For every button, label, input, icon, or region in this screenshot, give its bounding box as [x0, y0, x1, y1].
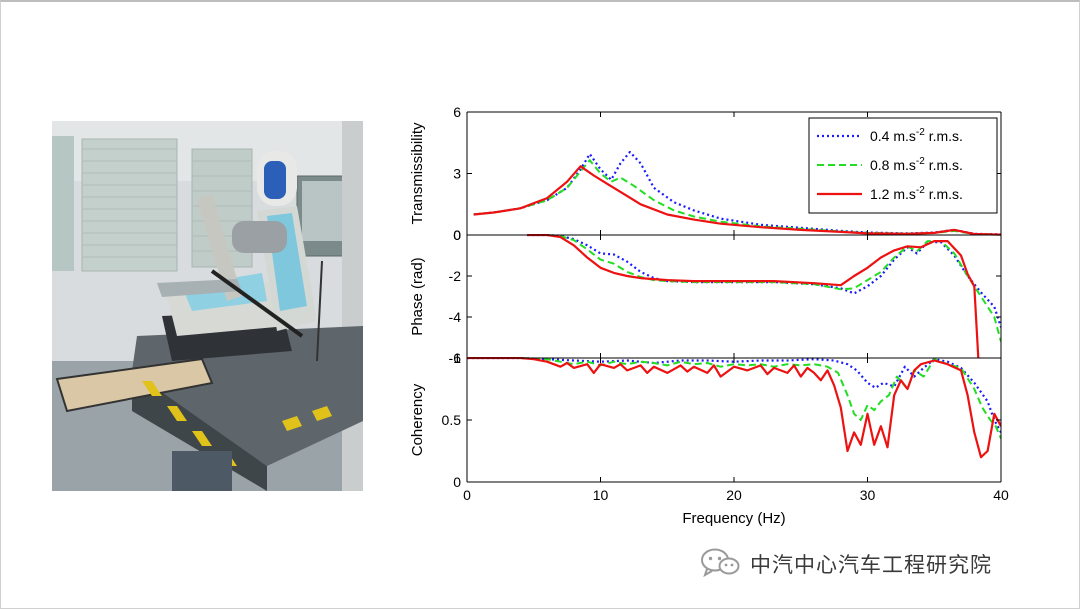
- series-line: [527, 234, 980, 359]
- series-line: [467, 357, 1001, 433]
- chart-panel: 0 3 6 Transmissibility: [409, 104, 1002, 243]
- x-tick-label: 20: [726, 487, 742, 503]
- y-tick-label: 0: [453, 474, 461, 490]
- y-tick-label: 0.5: [442, 412, 462, 428]
- y-tick-label: 0: [453, 227, 461, 243]
- y-tick-label: -6: [449, 350, 462, 366]
- y-tick-label: 1: [453, 350, 461, 366]
- watermark-text: 中汽中心汽车工程研究院: [750, 553, 992, 577]
- legend-box: [808, 117, 998, 214]
- seat-test-rig-photo: [52, 121, 363, 491]
- y-axis-title: Coherency: [409, 383, 426, 456]
- chart-panel: 0 0.5 1 Coherency: [409, 350, 1002, 490]
- y-axis-title: Transmissibility: [409, 122, 426, 224]
- legend-label: 0.8 m.s-2 r.m.s.: [870, 156, 963, 173]
- x-tick-label: 40: [993, 487, 1009, 503]
- x-axis-title: Frequency (Hz): [682, 510, 785, 527]
- series-line: [467, 357, 1001, 459]
- watermark: 中汽中心汽车工程研究院: [700, 547, 992, 581]
- x-tick-label: 10: [593, 487, 609, 503]
- legend-label: 0.4 m.s-2 r.m.s.: [870, 127, 963, 144]
- y-axis-title: Phase (rad): [409, 257, 426, 335]
- series-line: [527, 234, 1001, 328]
- y-tick-label: -2: [449, 268, 462, 284]
- series-line: [527, 234, 1001, 342]
- chart-panel: 0 -2 -4 -6 Phase (rad): [409, 227, 1002, 366]
- series-line: [467, 357, 1001, 439]
- wechat-logo-icon: [700, 547, 740, 582]
- x-tick-label: 30: [860, 487, 876, 503]
- legend-label: 1.2 m.s-2 r.m.s.: [870, 185, 963, 202]
- x-tick-label: 0: [463, 487, 471, 503]
- y-tick-label: -4: [449, 309, 462, 325]
- y-tick-label: 3: [453, 166, 461, 182]
- legend: 0.4 m.s-2 r.m.s. 0.8 m.s-2 r.m.s. 1.2 m.s-…: [808, 117, 998, 214]
- series-line: [473, 165, 1001, 236]
- y-tick-label: 0: [453, 227, 461, 243]
- frequency-response-chart: 0 3 6 Transmissibility 0 -2 -4 -6 Phase (rad) 0 0.…: [400, 100, 1010, 540]
- y-tick-label: 6: [453, 104, 461, 120]
